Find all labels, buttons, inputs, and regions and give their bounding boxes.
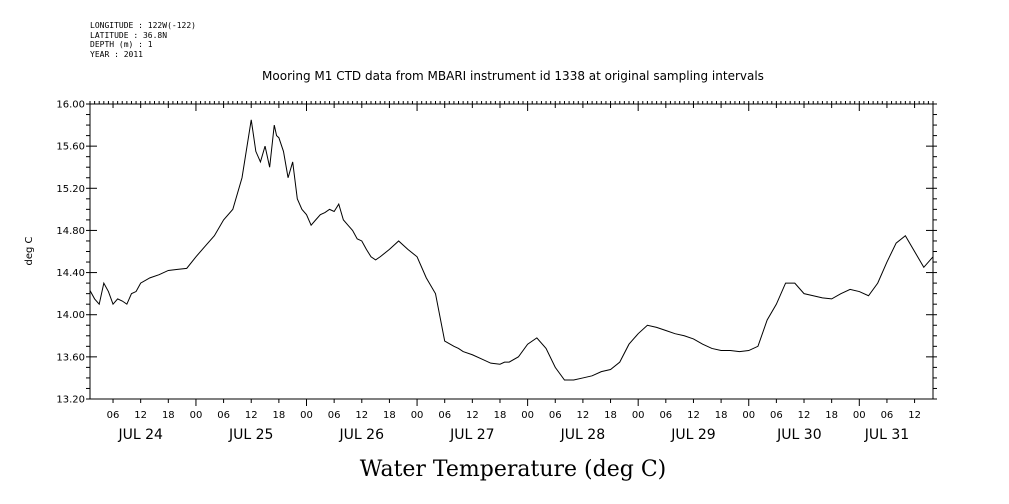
x-tick-label: 12 <box>577 410 590 421</box>
x-tick-label: 18 <box>825 410 838 421</box>
day-label: JUL 31 <box>864 427 909 443</box>
x-tick-label: 18 <box>383 410 396 421</box>
day-label: JUL 26 <box>339 427 385 443</box>
x-tick-label: 12 <box>134 410 147 421</box>
latitude-label: LATITUDE : 36.8N <box>90 30 168 40</box>
x-tick-label: 12 <box>466 410 479 421</box>
longitude-label: LONGITUDE : 122W(-122) <box>90 21 196 30</box>
x-tick-label: 18 <box>162 410 175 421</box>
series-line-water-temperature <box>89 119 934 381</box>
x-tick-label: 00 <box>742 410 755 421</box>
y-tick-label: 13.20 <box>56 395 85 406</box>
y-tick-label: 15.20 <box>56 184 85 195</box>
x-tick-label: 06 <box>659 410 672 421</box>
y-tick-label: 13.60 <box>56 352 85 363</box>
x-tick-label: 12 <box>687 410 700 421</box>
day-label: JUL 28 <box>560 427 605 443</box>
x-tick-label: 18 <box>715 410 728 421</box>
header-metadata: LONGITUDE : 122W(-122) LATITUDE : 36.8N … <box>90 21 196 59</box>
y-tick-label: 16.00 <box>56 100 85 111</box>
plot-frame <box>89 103 934 400</box>
x-tick-label: 00 <box>632 410 645 421</box>
x-tick-label: 06 <box>107 410 120 421</box>
x-tick-label: 12 <box>798 410 811 421</box>
x-tick-label: 00 <box>521 410 534 421</box>
x-axis-label: Water Temperature (deg C) <box>360 457 667 482</box>
day-label: JUL 30 <box>776 427 821 443</box>
x-tick-label: 06 <box>549 410 562 421</box>
year-label: YEAR : 2011 <box>90 49 143 59</box>
x-tick-label: 06 <box>881 410 894 421</box>
x-tick-label: 12 <box>908 410 921 421</box>
day-label: JUL 25 <box>228 427 273 443</box>
x-tick-label: 18 <box>273 410 286 421</box>
y-tick-label: 14.80 <box>56 226 85 237</box>
y-tick-label: 15.60 <box>56 142 85 153</box>
x-tick-label: 00 <box>190 410 203 421</box>
y-tick-label: 14.00 <box>56 310 85 321</box>
x-tick-label: 18 <box>604 410 617 421</box>
x-tick-label: 00 <box>853 410 866 421</box>
x-tick-label: 06 <box>217 410 230 421</box>
y-axis-label: deg C <box>24 236 35 265</box>
chart-title: Mooring M1 CTD data from MBARI instrumen… <box>262 69 764 83</box>
x-tick-label: 18 <box>494 410 507 421</box>
day-label: JUL 24 <box>117 427 163 443</box>
x-tick-label: 06 <box>328 410 341 421</box>
x-tick-label: 06 <box>770 410 783 421</box>
x-tick-label: 06 <box>438 410 451 421</box>
x-tick-label: 12 <box>355 410 368 421</box>
day-label: JUL 27 <box>449 427 494 443</box>
depth-label: DEPTH (m) : 1 <box>90 40 153 49</box>
y-axis: 13.20 13.60 14.00 14.40 14.80 15.20 15.60 16.00 <box>56 100 937 406</box>
x-tick-label: 12 <box>245 410 258 421</box>
x-tick-label: 00 <box>411 410 424 421</box>
x-axis: 06 12 18 00 06 12 18 00 06 12 18 00 06 12 18 00 06 12 18 00… <box>89 101 934 443</box>
day-label: JUL 29 <box>670 427 715 443</box>
y-tick-label: 14.40 <box>56 268 85 279</box>
x-tick-label: 00 <box>300 410 313 421</box>
